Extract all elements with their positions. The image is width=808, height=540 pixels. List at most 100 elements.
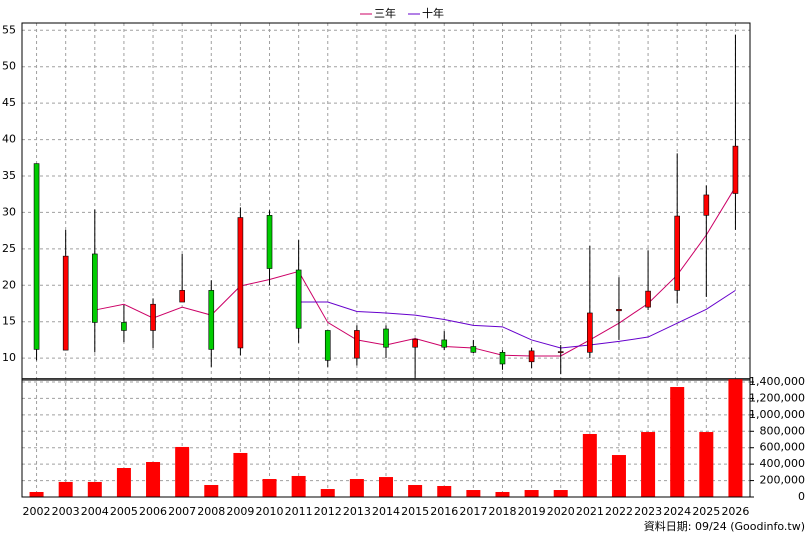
x-tick-label: 2026: [721, 505, 749, 518]
volume-bar: [524, 490, 539, 497]
y-tick-label: 600,000: [760, 441, 806, 454]
x-tick-label: 2013: [343, 505, 371, 518]
x-tick-label: 2024: [663, 505, 691, 518]
candle-body: [499, 352, 506, 365]
x-tick-label: 2015: [401, 505, 429, 518]
volume-bar: [58, 481, 73, 497]
y-tick-label: 1,200,000: [749, 391, 805, 404]
x-tick-label: 2023: [634, 505, 662, 518]
y-tick-label: 30: [2, 205, 16, 218]
y-tick-label: 400,000: [760, 457, 806, 470]
x-tick-label: 2021: [576, 505, 604, 518]
x-tick-label: 2007: [168, 505, 196, 518]
y-tick-label: 1,000,000: [749, 408, 805, 421]
x-tick-label: 2025: [692, 505, 720, 518]
volume-frame: [21, 378, 751, 498]
volume-bar: [466, 490, 481, 497]
volume-bar: [437, 485, 452, 497]
candle-body: [121, 322, 127, 331]
volume-bar: [553, 490, 568, 497]
volume-bar: [175, 446, 190, 497]
volume-bar: [349, 479, 364, 497]
candle-body: [470, 346, 477, 353]
candle-body: [732, 145, 739, 194]
y-tick-label: 40: [2, 133, 16, 146]
price-frame: [21, 22, 751, 381]
x-tick-label: 2020: [547, 505, 575, 518]
x-tick-label: 2019: [518, 505, 546, 518]
y-tick-label: 800,000: [760, 424, 806, 437]
volume-bar: [116, 468, 131, 497]
candle-body: [62, 255, 69, 351]
x-tick-label: 2009: [226, 505, 254, 518]
volume-bar: [379, 477, 393, 497]
candle-body: [33, 163, 40, 350]
candle-body: [92, 253, 98, 323]
candle-body: [354, 330, 360, 359]
volume-bar: [495, 491, 510, 497]
y-tick-label: 45: [2, 96, 16, 109]
volume-bar: [582, 433, 597, 497]
candle-body: [383, 328, 389, 348]
volume-bar: [641, 432, 656, 497]
volume-bar: [699, 432, 714, 497]
volume-bar: [728, 379, 743, 497]
candle-body: [528, 350, 535, 363]
y-tick-label: 15: [2, 315, 16, 328]
y-tick-label: 55: [2, 23, 16, 36]
volume-bar: [87, 481, 102, 497]
x-tick-label: 2003: [52, 505, 80, 518]
volume-bar: [670, 387, 685, 497]
x-tick-label: 2011: [285, 505, 313, 518]
volume-bar: [146, 462, 161, 497]
candle-body: [266, 215, 273, 269]
x-tick-label: 2017: [459, 505, 487, 518]
x-tick-label: 2010: [256, 505, 284, 518]
y-tick-label: 35: [2, 169, 16, 182]
x-tick-label: 2014: [372, 505, 400, 518]
y-tick-label: 20: [2, 278, 16, 291]
x-tick-label: 2006: [139, 505, 167, 518]
candle-body: [324, 330, 331, 361]
volume-bar: [611, 455, 626, 497]
candle-body: [441, 339, 448, 348]
y-tick-label: 25: [2, 242, 16, 255]
y-tick-label: 1,400,000: [749, 375, 805, 388]
x-tick-label: 2005: [110, 505, 138, 518]
candle-body: [179, 290, 185, 303]
legend-label: 三年: [374, 6, 396, 20]
volume-bar: [320, 489, 335, 497]
ma-line: [94, 186, 736, 357]
candle-body: [645, 290, 651, 308]
candle-body: [412, 338, 418, 348]
candle-body: [150, 303, 156, 331]
x-tick-label: 2004: [81, 505, 109, 518]
candle-body: [237, 217, 244, 349]
x-tick-label: 2008: [197, 505, 225, 518]
legend-label: 十年: [422, 6, 444, 20]
y-tick-label: 50: [2, 60, 16, 73]
volume-bar: [204, 485, 219, 497]
volume-bar: [233, 452, 248, 497]
x-tick-label: 2018: [488, 505, 516, 518]
x-tick-label: 2016: [430, 505, 458, 518]
y-tick-label: 200,000: [760, 474, 806, 487]
x-tick-label: 2002: [23, 505, 51, 518]
volume-bar: [291, 475, 306, 497]
candle-body: [295, 269, 302, 329]
y-tick-label: 0: [798, 490, 805, 503]
x-tick-label: 2012: [314, 505, 342, 518]
candle-body: [557, 351, 564, 353]
x-tick-label: 2022: [605, 505, 633, 518]
volume-bar: [262, 479, 277, 497]
candle-body: [208, 290, 215, 350]
y-tick-label: 10: [2, 351, 16, 364]
volume-bar: [408, 485, 423, 497]
ma-line: [298, 289, 736, 349]
candle-body: [587, 312, 593, 353]
footnote: 資料日期: 09/24 (Goodinfo.tw): [644, 519, 805, 533]
candle-body: [703, 194, 710, 216]
candle-body: [674, 215, 681, 291]
volume-bar: [29, 491, 44, 497]
